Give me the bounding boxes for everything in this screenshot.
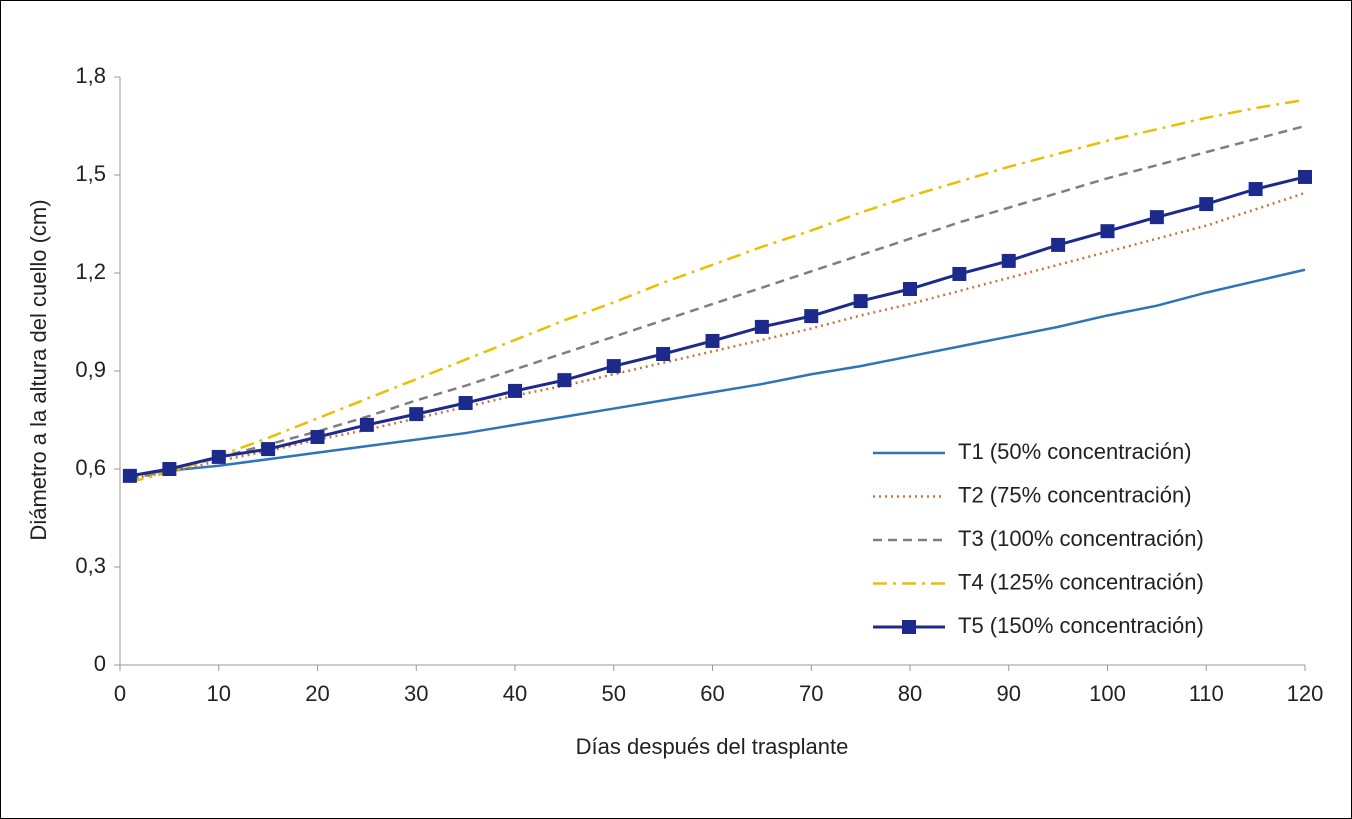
x-axis-title: Días después del trasplante bbox=[576, 734, 849, 759]
marker bbox=[1248, 182, 1263, 197]
marker bbox=[1199, 197, 1214, 212]
x-tick-label: 30 bbox=[404, 681, 428, 706]
series-line bbox=[129, 268, 1306, 477]
x-tick-label: 80 bbox=[898, 681, 922, 706]
series-line bbox=[129, 191, 1306, 481]
legend-label: T4 (125% concentración) bbox=[958, 569, 1204, 594]
x-tick-label: 40 bbox=[503, 681, 527, 706]
series-line bbox=[129, 124, 1306, 481]
marker bbox=[1001, 253, 1016, 268]
marker bbox=[162, 462, 177, 476]
marker bbox=[853, 294, 868, 309]
y-tick-label: 1,8 bbox=[75, 63, 106, 88]
x-tick-label: 60 bbox=[700, 681, 724, 706]
marker bbox=[261, 442, 276, 457]
marker bbox=[1149, 210, 1164, 225]
marker bbox=[359, 417, 374, 432]
y-axis-title: Diámetro a la altura del cuello (cm) bbox=[26, 199, 51, 540]
y-tick-label: 0,3 bbox=[75, 553, 106, 578]
marker bbox=[1051, 237, 1066, 252]
marker bbox=[754, 319, 769, 334]
marker bbox=[508, 383, 522, 398]
x-tick-label: 50 bbox=[602, 681, 626, 706]
marker bbox=[310, 429, 325, 444]
marker bbox=[458, 396, 473, 411]
y-tick-label: 0,9 bbox=[75, 357, 106, 382]
x-tick-label: 0 bbox=[114, 681, 126, 706]
marker bbox=[1298, 169, 1312, 184]
marker bbox=[211, 449, 226, 464]
legend-label: T1 (50% concentración) bbox=[958, 439, 1192, 464]
x-tick-label: 110 bbox=[1189, 681, 1224, 706]
series-line bbox=[129, 98, 1306, 484]
x-tick-label: 10 bbox=[207, 681, 231, 706]
marker bbox=[606, 359, 621, 374]
x-tick-label: 90 bbox=[997, 681, 1021, 706]
marker bbox=[705, 333, 720, 348]
marker bbox=[656, 347, 671, 362]
marker bbox=[557, 373, 572, 388]
marker bbox=[952, 266, 967, 281]
marker bbox=[122, 468, 137, 483]
legend-marker bbox=[902, 620, 916, 634]
legend-label: T5 (150% concentración) bbox=[958, 613, 1204, 638]
marker bbox=[1100, 224, 1115, 239]
marker bbox=[903, 282, 917, 297]
x-tick-label: 100 bbox=[1089, 681, 1126, 706]
x-tick-label: 20 bbox=[305, 681, 329, 706]
x-tick-label: 120 bbox=[1287, 681, 1324, 706]
y-tick-label: 0,6 bbox=[75, 455, 106, 480]
marker bbox=[804, 309, 819, 324]
legend-label: T3 (100% concentración) bbox=[958, 526, 1204, 551]
x-tick-label: 70 bbox=[799, 681, 823, 706]
marker bbox=[409, 407, 424, 422]
y-tick-label: 0 bbox=[94, 651, 106, 676]
y-tick-label: 1,2 bbox=[75, 259, 106, 284]
legend-label: T2 (75% concentración) bbox=[958, 482, 1192, 507]
y-tick-label: 1,5 bbox=[75, 161, 106, 186]
